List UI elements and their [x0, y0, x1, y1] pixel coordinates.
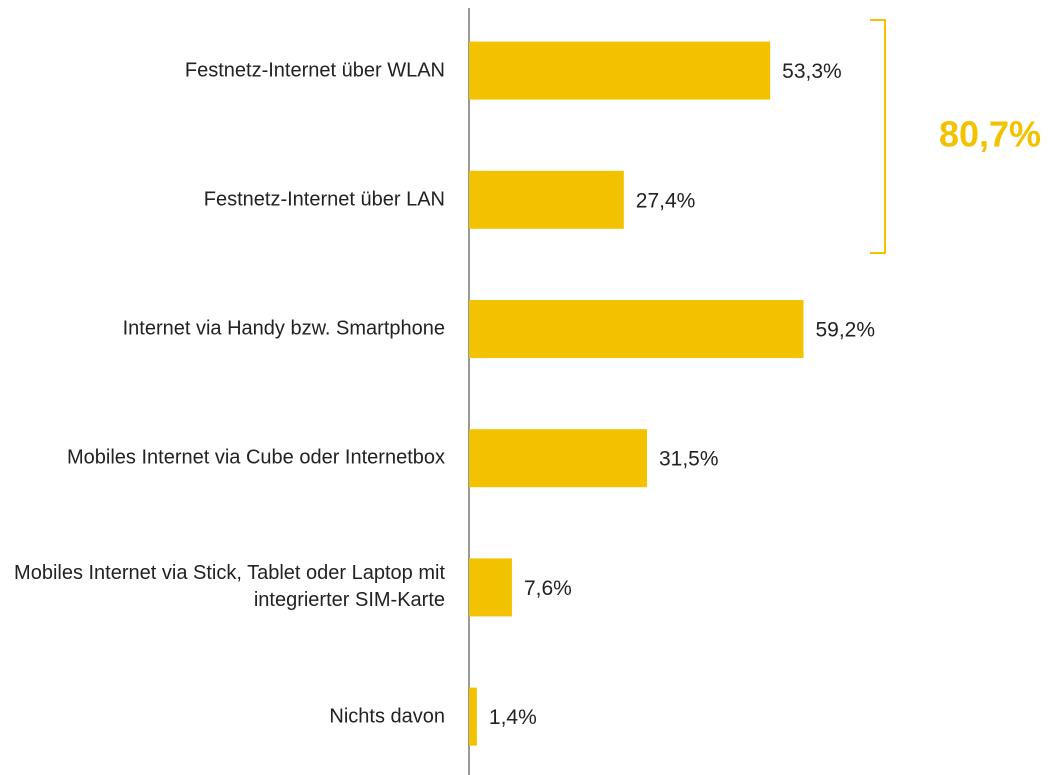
- category-label: Festnetz-Internet über WLAN: [184, 59, 445, 82]
- category-label: Mobiles Internet via Stick, Tablet oder …: [14, 562, 445, 612]
- value-label: 31,5%: [659, 448, 719, 471]
- value-label: 27,4%: [636, 189, 696, 212]
- value-label: 59,2%: [815, 319, 875, 342]
- category-label: Nichts davon: [329, 705, 445, 728]
- value-label: 1,4%: [489, 706, 537, 729]
- bracket: [870, 19, 886, 254]
- category-label: Mobiles Internet via Cube oder Internetb…: [67, 446, 445, 469]
- bar: [469, 300, 804, 358]
- category-label: Festnetz-Internet über LAN: [203, 188, 445, 211]
- category-label: Internet via Handy bzw. Smartphone: [122, 317, 445, 340]
- bar: [469, 429, 647, 488]
- annotation: 80,7%: [939, 114, 1041, 155]
- bar: [469, 558, 512, 617]
- value-label: 7,6%: [524, 577, 572, 600]
- bar: [469, 41, 771, 100]
- value-label: 53,3%: [782, 60, 842, 83]
- bar: [469, 687, 477, 746]
- bar: [469, 170, 624, 229]
